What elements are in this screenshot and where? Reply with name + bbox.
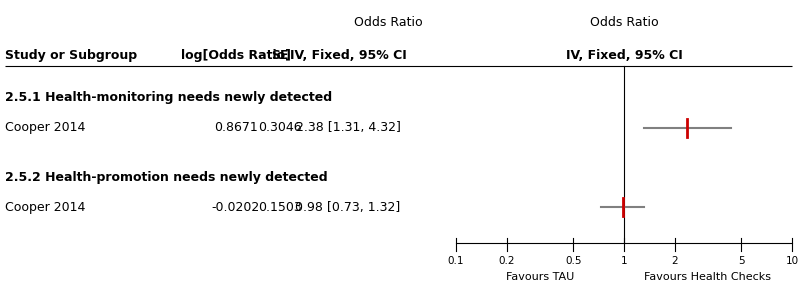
Text: Cooper 2014: Cooper 2014 (5, 121, 85, 134)
Text: 2.5.1 Health-monitoring needs newly detected: 2.5.1 Health-monitoring needs newly dete… (5, 91, 332, 104)
Text: 0.1503: 0.1503 (258, 201, 302, 214)
Text: 0.1: 0.1 (448, 256, 464, 266)
Text: 0.2: 0.2 (498, 256, 515, 266)
Text: IV, Fixed, 95% CI: IV, Fixed, 95% CI (290, 49, 406, 61)
Text: Odds Ratio: Odds Ratio (590, 16, 658, 29)
Text: 1: 1 (621, 256, 627, 266)
Text: 5: 5 (738, 256, 745, 266)
Text: 2.5.2 Health-promotion needs newly detected: 2.5.2 Health-promotion needs newly detec… (5, 171, 327, 183)
Text: 2: 2 (671, 256, 678, 266)
Text: Favours TAU: Favours TAU (506, 272, 574, 282)
Text: 10: 10 (786, 256, 798, 266)
Text: log[Odds Ratio]: log[Odds Ratio] (181, 49, 291, 61)
Text: Odds Ratio: Odds Ratio (354, 16, 422, 29)
Text: 0.98 [0.73, 1.32]: 0.98 [0.73, 1.32] (295, 201, 401, 214)
Text: IV, Fixed, 95% CI: IV, Fixed, 95% CI (566, 49, 682, 61)
Text: 0.3046: 0.3046 (258, 121, 302, 134)
Text: 0.8671: 0.8671 (214, 121, 258, 134)
Text: SE: SE (271, 49, 289, 61)
Text: -0.0202: -0.0202 (212, 201, 260, 214)
Text: Favours Health Checks: Favours Health Checks (645, 272, 771, 282)
Text: 2.38 [1.31, 4.32]: 2.38 [1.31, 4.32] (295, 121, 401, 134)
Text: 0.5: 0.5 (565, 256, 582, 266)
Text: Cooper 2014: Cooper 2014 (5, 201, 85, 214)
Text: Study or Subgroup: Study or Subgroup (5, 49, 137, 61)
